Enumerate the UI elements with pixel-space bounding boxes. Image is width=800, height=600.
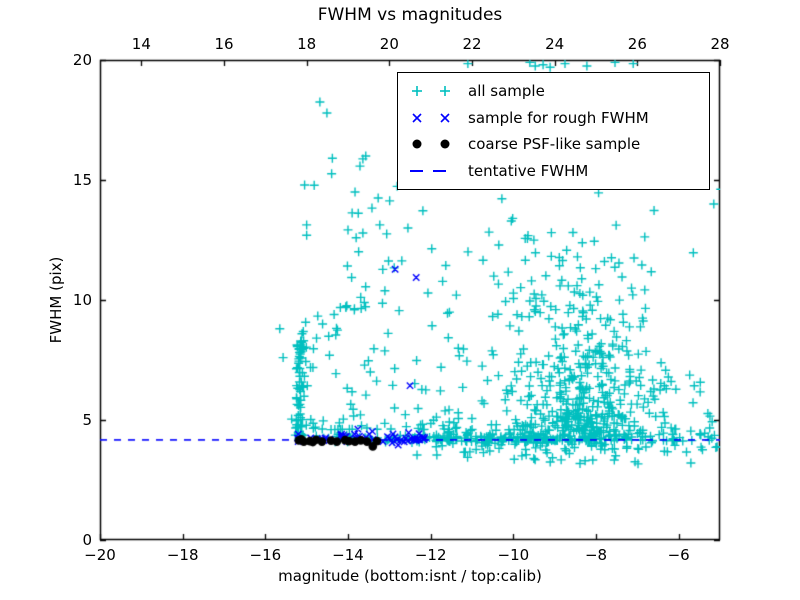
legend-label: coarse PSF-like sample	[468, 135, 641, 154]
legend-label: all sample	[468, 82, 545, 101]
bottom-tick-label: −8	[584, 546, 608, 564]
top-tick-label: 14	[131, 35, 151, 53]
left-tick-label: 15	[72, 171, 92, 189]
legend-entry-all-sample: all sample	[406, 78, 701, 104]
bottom-tick-label: −12	[414, 546, 447, 564]
legend-entry-psf-sample: coarse PSF-like sample	[406, 131, 701, 157]
bottom-tick-label: −14	[332, 546, 364, 564]
bottom-tick-label: −6	[667, 546, 690, 564]
top-tick-label: 20	[379, 35, 399, 53]
legend-entry-tentative-fwhm: tentative FWHM	[406, 158, 701, 184]
x-axis-label: magnitude (bottom:isnt / top:calib)	[278, 567, 542, 585]
top-tick-label: 26	[627, 35, 647, 53]
top-tick-label: 22	[462, 35, 482, 53]
bottom-tick-label: −16	[249, 546, 282, 564]
left-tick-label: 20	[72, 51, 92, 69]
top-tick-label: 16	[214, 35, 234, 53]
bottom-tick-label: −10	[497, 546, 530, 564]
plus-marker-icon	[412, 86, 450, 97]
left-tick-label: 10	[72, 291, 92, 309]
bottom-tick-label: −18	[166, 546, 199, 564]
left-tick-label: 5	[82, 411, 92, 429]
left-tick-label: 0	[82, 531, 92, 549]
top-tick-label: 24	[545, 35, 565, 53]
legend-label: sample for rough FWHM	[468, 108, 649, 127]
chart-title: FWHM vs magnitudes	[317, 5, 503, 25]
legend-entry-rough-fwhm: sample for rough FWHM	[406, 105, 701, 131]
dot-marker-icon	[412, 139, 450, 149]
cross-marker-icon	[412, 113, 450, 123]
legend: all sample sample for rough FWHM coarse …	[397, 72, 710, 190]
legend-label: tentative FWHM	[468, 161, 589, 180]
top-tick-label: 28	[710, 35, 730, 53]
dashed-line-icon	[410, 169, 446, 172]
top-tick-label: 18	[297, 35, 317, 53]
bottom-tick-label: −20	[84, 546, 116, 564]
